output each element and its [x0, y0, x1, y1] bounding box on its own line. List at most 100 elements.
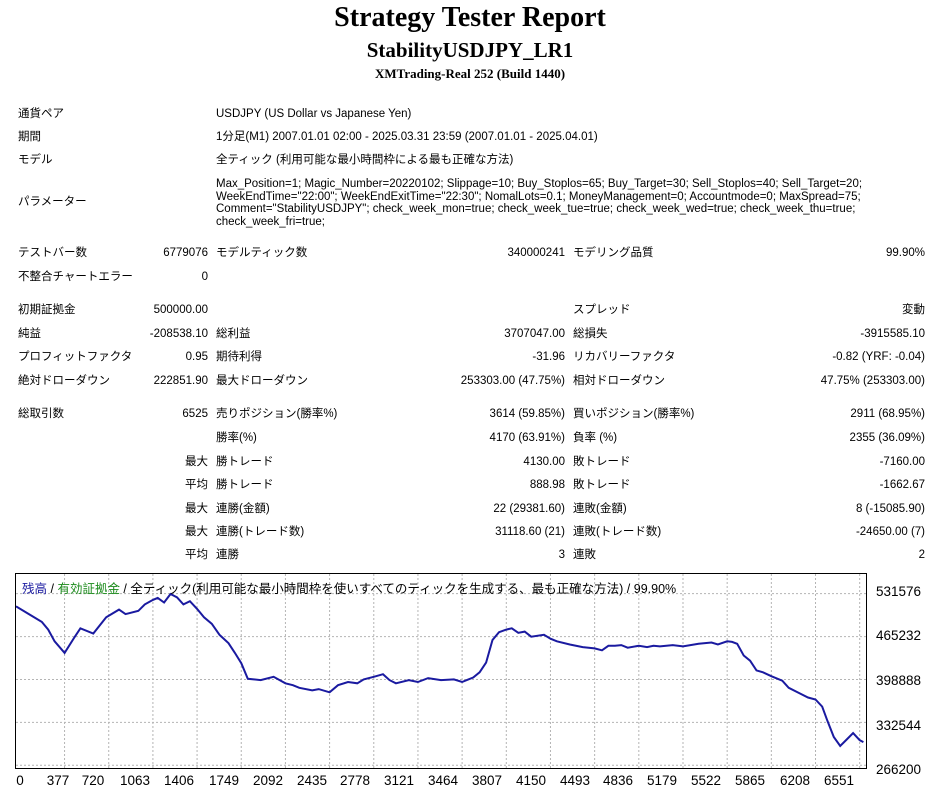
short-positions-value: 3614 (59.85%) — [489, 408, 565, 420]
mismatch-errors-label: 不整合チャートエラー — [18, 271, 133, 283]
x-tick-label: 6551 — [823, 773, 855, 788]
y-tick-label: 332544 — [876, 718, 922, 733]
legend-separator: / — [119, 582, 131, 596]
spread-label: スプレッド — [573, 304, 631, 316]
expected-payoff-label: 期待利得 — [216, 351, 262, 363]
average-consecutive-wins-value: 3 — [558, 549, 565, 561]
y-tick-label: 266200 — [876, 762, 922, 777]
x-tick-label: 4493 — [559, 773, 591, 788]
period-label: 期間 — [18, 131, 41, 143]
chart-legend: 残高 / 有効証拠金 / 全ティック(利用可能な最小時間枠を使いすべてのティック… — [22, 578, 676, 597]
maximal-drawdown-value: 253303.00 (47.75%) — [460, 375, 565, 387]
x-tick-label: 1749 — [208, 773, 240, 788]
legend-description: 全ティック(利用可能な最小時間枠を使いすべてのティックを生成する、最も正確な方法… — [130, 582, 677, 596]
x-tick-label: 5865 — [734, 773, 766, 788]
test-bars-label: テストバー数 — [18, 247, 87, 259]
average-loss-label: 敗トレード — [573, 479, 631, 491]
max-consecutive-count-prefix: 最大 — [185, 526, 208, 538]
x-tick-label: 3807 — [471, 773, 503, 788]
recovery-factor-value: -0.82 (YRF: -0.04) — [832, 351, 925, 363]
legend-equity: 有効証拠金 — [57, 582, 120, 596]
recovery-factor-label: リカバリーファクタ — [573, 351, 676, 363]
x-tick-label: 2092 — [252, 773, 284, 788]
server-build: XMTrading-Real 252 (Build 1440) — [374, 66, 566, 81]
loss-trades-label: 負率 (%) — [573, 432, 618, 444]
initial-deposit-value: 500000.00 — [153, 304, 208, 316]
legend-separator: / — [47, 582, 58, 596]
max-consecutive-losses-amount-label: 連敗(金額) — [573, 503, 627, 515]
loss-trades-value: 2355 (36.09%) — [849, 432, 925, 444]
net-profit-value: -208538.10 — [149, 328, 208, 340]
x-tick-label: 2435 — [296, 773, 328, 788]
modeling-quality-value: 99.90% — [885, 247, 925, 259]
balance-series-line — [16, 592, 864, 748]
gross-profit-label: 総利益 — [216, 328, 251, 340]
x-tick-label: 5522 — [690, 773, 722, 788]
average-profit-value: 888.98 — [529, 479, 565, 491]
largest-loss-label: 敗トレード — [573, 456, 631, 468]
period-value: 1分足(M1) 2007.01.01 02:00 - 2025.03.31 23… — [216, 131, 598, 143]
model-value: 全ティック (利用可能な最小時間枠による最も正確な方法) — [216, 154, 514, 166]
parameters-label: パラメーター — [18, 196, 87, 208]
total-trades-value: 6525 — [182, 408, 208, 420]
expert-name: StabilityUSDJPY_LR1 — [366, 38, 574, 62]
max-consecutive-wins-count-value: 31118.60 (21) — [495, 526, 565, 538]
gross-profit-value: 3707047.00 — [504, 328, 565, 340]
balance-chart — [15, 573, 867, 769]
average-consecutive-prefix: 平均 — [185, 549, 208, 561]
largest-loss-value: -7160.00 — [879, 456, 925, 468]
x-tick-label: 1063 — [119, 773, 151, 788]
mismatch-errors-value: 0 — [201, 271, 208, 283]
symbol-value: USDJPY (US Dollar vs Japanese Yen) — [216, 108, 412, 120]
parameters-value: Max_Position=1; Magic_Number=20220102; S… — [216, 178, 863, 228]
largest-profit-value: 4130.00 — [523, 456, 565, 468]
model-ticks-value: 340000241 — [507, 247, 565, 259]
maximal-drawdown-label: 最大ドローダウン — [216, 375, 308, 387]
y-tick-label: 531576 — [876, 584, 922, 599]
y-tick-label: 465232 — [876, 628, 922, 643]
x-tick-label: 4150 — [515, 773, 547, 788]
max-consecutive-losses-count-label: 連敗(トレード数) — [573, 526, 662, 538]
profit-factor-label: プロフィットファクタ — [18, 351, 133, 363]
absolute-drawdown-label: 絶対ドローダウン — [18, 375, 110, 387]
modeling-quality-label: モデリング品質 — [573, 247, 654, 259]
x-tick-label: 1406 — [163, 773, 195, 788]
x-tick-label: 0 — [16, 773, 24, 788]
x-tick-label: 2778 — [339, 773, 371, 788]
average-prefix: 平均 — [185, 479, 208, 491]
x-tick-label: 5179 — [646, 773, 678, 788]
long-positions-label: 買いポジション(勝率%) — [573, 408, 695, 420]
x-tick-label: 3464 — [427, 773, 459, 788]
average-consecutive-losses-value: 2 — [918, 549, 925, 561]
profit-factor-value: 0.95 — [185, 351, 208, 363]
x-tick-label: 3121 — [383, 773, 415, 788]
max-consecutive-amount-prefix: 最大 — [185, 503, 208, 515]
expected-payoff-value: -31.96 — [532, 351, 565, 363]
net-profit-label: 純益 — [18, 328, 41, 340]
largest-prefix: 最大 — [185, 456, 208, 468]
symbol-label: 通貨ペア — [18, 108, 64, 120]
spread-value: 変動 — [902, 304, 925, 316]
max-consecutive-losses-amount-value: 8 (-15085.90) — [855, 503, 925, 515]
x-tick-label: 377 — [46, 773, 70, 788]
max-consecutive-wins-amount-label: 連勝(金額) — [216, 503, 270, 515]
average-loss-value: -1662.67 — [879, 479, 925, 491]
model-label: モデル — [18, 154, 53, 166]
largest-profit-label: 勝トレード — [216, 456, 274, 468]
x-tick-label: 720 — [81, 773, 105, 788]
gross-loss-value: -3915585.10 — [860, 328, 925, 340]
total-trades-label: 総取引数 — [18, 408, 64, 420]
x-tick-label: 6208 — [779, 773, 811, 788]
short-positions-label: 売りポジション(勝率%) — [216, 408, 338, 420]
x-tick-label: 4836 — [602, 773, 634, 788]
long-positions-value: 2911 (68.95%) — [850, 408, 925, 420]
max-consecutive-wins-count-label: 連勝(トレード数) — [216, 526, 305, 538]
relative-drawdown-value: 47.75% (253303.00) — [820, 375, 925, 387]
average-profit-label: 勝トレード — [216, 479, 274, 491]
average-consecutive-losses-label: 連敗 — [573, 549, 596, 561]
legend-balance: 残高 — [22, 582, 48, 596]
balance-chart-plot — [16, 574, 866, 768]
model-ticks-label: モデルティック数 — [216, 247, 308, 259]
relative-drawdown-label: 相対ドローダウン — [573, 375, 665, 387]
initial-deposit-label: 初期証拠金 — [18, 304, 76, 316]
